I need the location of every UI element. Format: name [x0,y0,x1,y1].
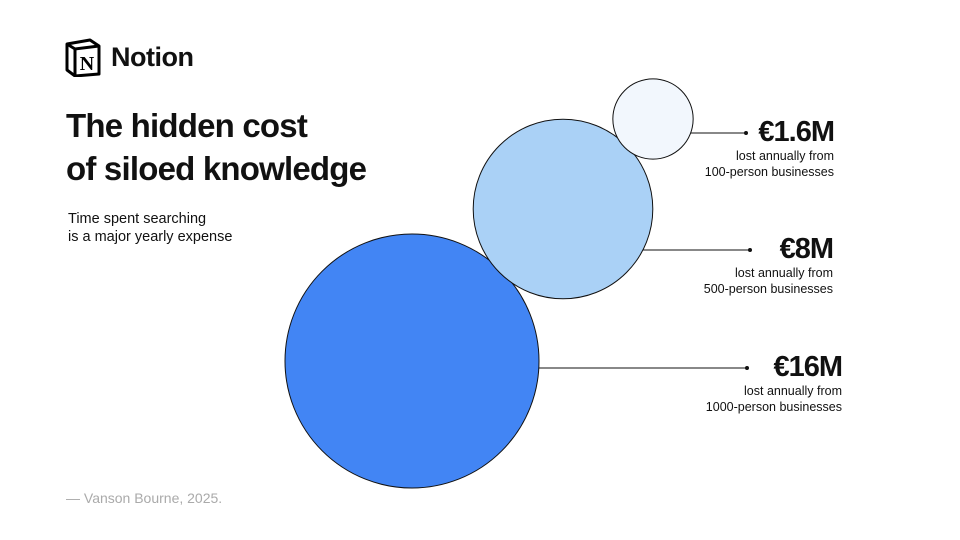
subtitle-line: Time spent searching [68,211,207,227]
bubble-label: €16M lost annually from 1000-person busine… [705,351,843,415]
notion-logo: N Notion [64,37,194,77]
subtitle-line: is a major yearly expense [68,229,233,245]
source-citation: — Vanson Bourne, 2025. [66,490,223,506]
description-line: lost annually from [744,384,842,398]
leader-dot [744,131,748,135]
title-line: of siloed knowledge [66,150,367,187]
bubble [472,118,654,300]
description-line: lost annually from [736,149,834,163]
svg-text:N: N [80,53,95,75]
page-title: The hidden cost of siloed knowledge [66,104,367,190]
description-line: 100-person businesses [704,165,834,179]
description-line: lost annually from [735,266,833,280]
subtitle: Time spent searching is a major yearly e… [68,210,232,246]
bubble-label: €1.6M lost annually from 100-person busine… [704,116,835,180]
bubble-label: €8M lost annually from 500-person business… [703,233,834,297]
leader-dot [745,366,749,370]
description-line: 500-person businesses [703,282,833,296]
leader-dot [748,248,752,252]
description-line: 1000-person businesses [705,400,842,414]
value-label: €1.6M [758,116,835,148]
value-label: €16M [773,351,843,383]
notion-logo-icon: N [65,38,101,77]
value-label: €8M [779,233,834,265]
brand-name: Notion [111,41,194,72]
title-line: The hidden cost [66,107,308,144]
bubble [284,233,540,489]
bubble [612,78,694,160]
